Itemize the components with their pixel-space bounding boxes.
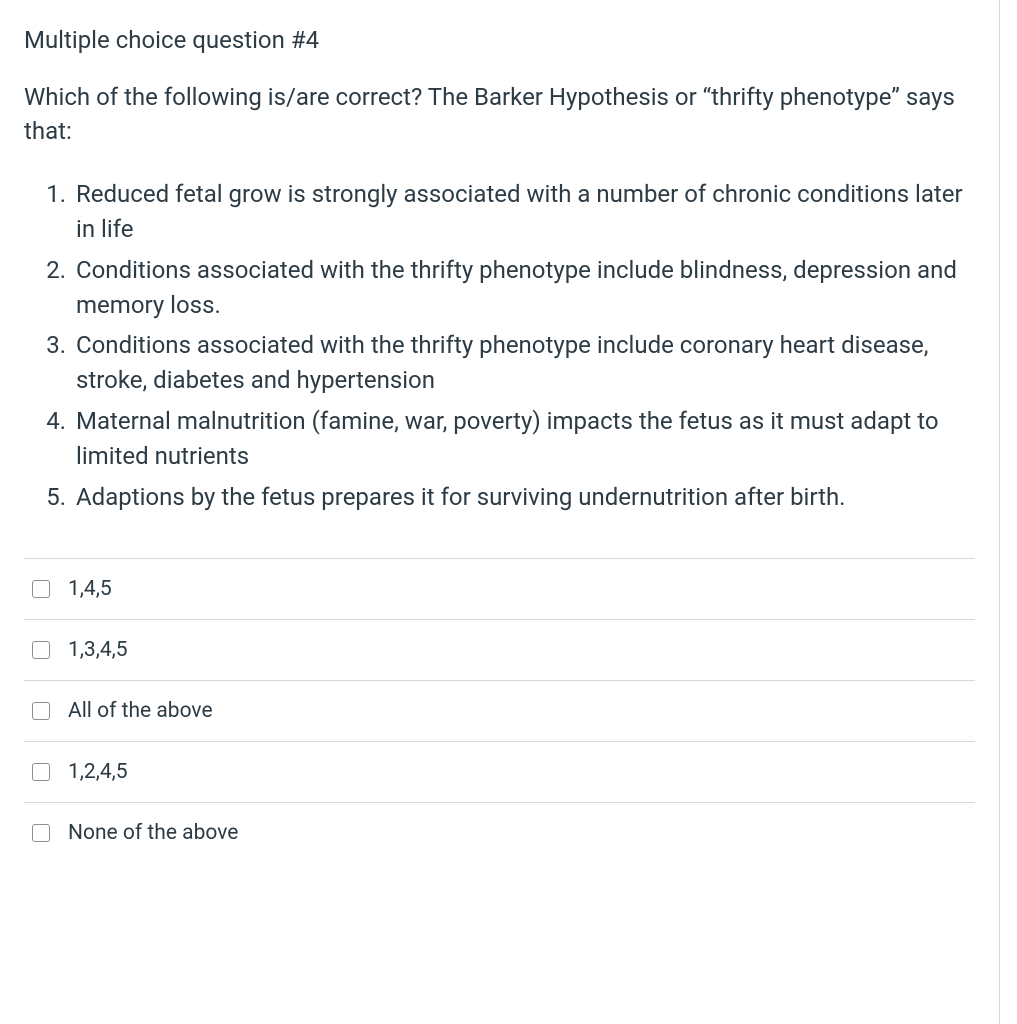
checkbox-icon[interactable]	[32, 763, 50, 781]
answer-option[interactable]: 1,4,5	[24, 558, 975, 619]
answer-option[interactable]: None of the above	[24, 802, 975, 859]
statement-item: Conditions associated with the thrifty p…	[72, 328, 975, 398]
question-stem: Which of the following is/are correct? T…	[24, 80, 975, 150]
answer-label: 1,3,4,5	[68, 638, 128, 662]
statement-list: Reduced fetal grow is strongly associate…	[24, 177, 975, 514]
statement-item: Reduced fetal grow is strongly associate…	[72, 177, 975, 247]
question-container: Multiple choice question #4 Which of the…	[0, 0, 1000, 1024]
checkbox-icon[interactable]	[32, 702, 50, 720]
answer-label: 1,4,5	[68, 577, 112, 601]
checkbox-icon[interactable]	[32, 641, 50, 659]
statement-item: Conditions associated with the thrifty p…	[72, 253, 975, 323]
checkbox-icon[interactable]	[32, 580, 50, 598]
answer-option[interactable]: 1,3,4,5	[24, 619, 975, 680]
question-title: Multiple choice question #4	[24, 24, 975, 58]
answer-label: 1,2,4,5	[68, 760, 128, 784]
checkbox-icon[interactable]	[32, 824, 50, 842]
answer-label: None of the above	[68, 821, 238, 845]
answer-option[interactable]: All of the above	[24, 680, 975, 741]
answer-options: 1,4,5 1,3,4,5 All of the above 1,2,4,5 N…	[24, 558, 975, 859]
answer-label: All of the above	[68, 699, 213, 723]
statement-item: Maternal malnutrition (famine, war, pove…	[72, 404, 975, 474]
statement-item: Adaptions by the fetus prepares it for s…	[72, 480, 975, 515]
answer-option[interactable]: 1,2,4,5	[24, 741, 975, 802]
